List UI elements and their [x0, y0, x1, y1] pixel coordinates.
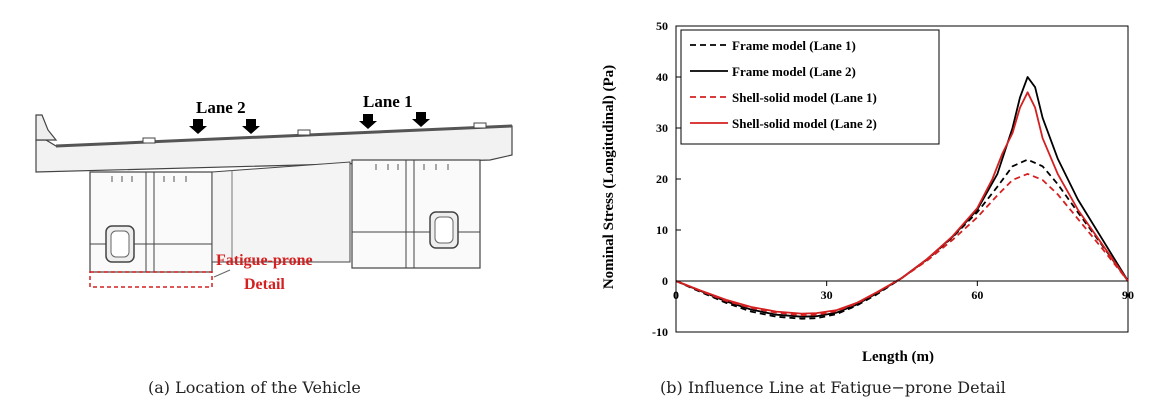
- influence-line-chart: -10 0 10 20 30 40 50 0 30 60 90 Frame model (Lane …: [601, 19, 1134, 365]
- y-tick-label: 0: [662, 274, 668, 288]
- pavement-surface: [55, 124, 513, 148]
- x-tick-label: 0: [673, 288, 679, 302]
- deck-block: [142, 137, 156, 144]
- series-line-4: [675, 91, 1129, 315]
- y-tick-label: 40: [656, 70, 668, 84]
- detail-label-line1: Fatigue-prone: [216, 252, 313, 269]
- detail-label-line2: Detail: [244, 276, 285, 293]
- deck-block: [297, 129, 311, 136]
- x-tick-label: 90: [1122, 288, 1134, 302]
- detail-leader-line: [213, 269, 231, 278]
- legend-label: Shell-solid model (Lane 1): [732, 90, 877, 105]
- cross-beam: [211, 161, 351, 263]
- series-line-3: [675, 173, 1129, 317]
- lane-2-label: Lane 2: [196, 98, 246, 117]
- legend-label: Frame model (Lane 1): [732, 38, 856, 53]
- y-tick-label: 20: [656, 172, 668, 186]
- y-tick-label: 10: [656, 223, 668, 237]
- x-tick-label: 30: [821, 288, 833, 302]
- x-axis-label: Length (m): [862, 349, 934, 365]
- bridge-cross-section-drawing: Lane 2 Lane 1 Fatigue-prone Detail: [35, 92, 513, 293]
- y-tick-label: 30: [656, 121, 668, 135]
- deck-block: [473, 122, 487, 129]
- caption-a: (a) Location of the Vehicle: [148, 378, 361, 397]
- legend-label: Frame model (Lane 2): [732, 64, 856, 79]
- y-tick-label: 50: [656, 19, 668, 33]
- shear-studs: [111, 164, 449, 182]
- right-girder: [351, 159, 481, 269]
- legend-box: [680, 29, 940, 145]
- panel-influence-line: -10 0 10 20 30 40 50 0 30 60 90 Frame model (Lane …: [580, 0, 1154, 411]
- y-tick-label: -10: [652, 325, 668, 339]
- lane-1-label: Lane 1: [363, 92, 413, 111]
- legend-label: Shell-solid model (Lane 2): [732, 116, 877, 131]
- left-girder: [89, 171, 213, 273]
- x-tick-label: 60: [971, 288, 983, 302]
- panel-vehicle-location: Lane 2 Lane 1 Fatigue-prone Detail (a) L…: [35, 92, 513, 397]
- y-axis-label: Nominal Stress (Longitudinal) (Pa): [601, 65, 617, 289]
- series-line-1: [675, 158, 1129, 320]
- caption-b: (b) Influence Line at Fatigue−prone Deta…: [660, 378, 1006, 397]
- left-barrier: [35, 114, 58, 141]
- lane-2-arrows: [189, 119, 260, 134]
- lane-1-arrows: [359, 112, 430, 129]
- fatigue-prone-detail-box: [89, 271, 213, 288]
